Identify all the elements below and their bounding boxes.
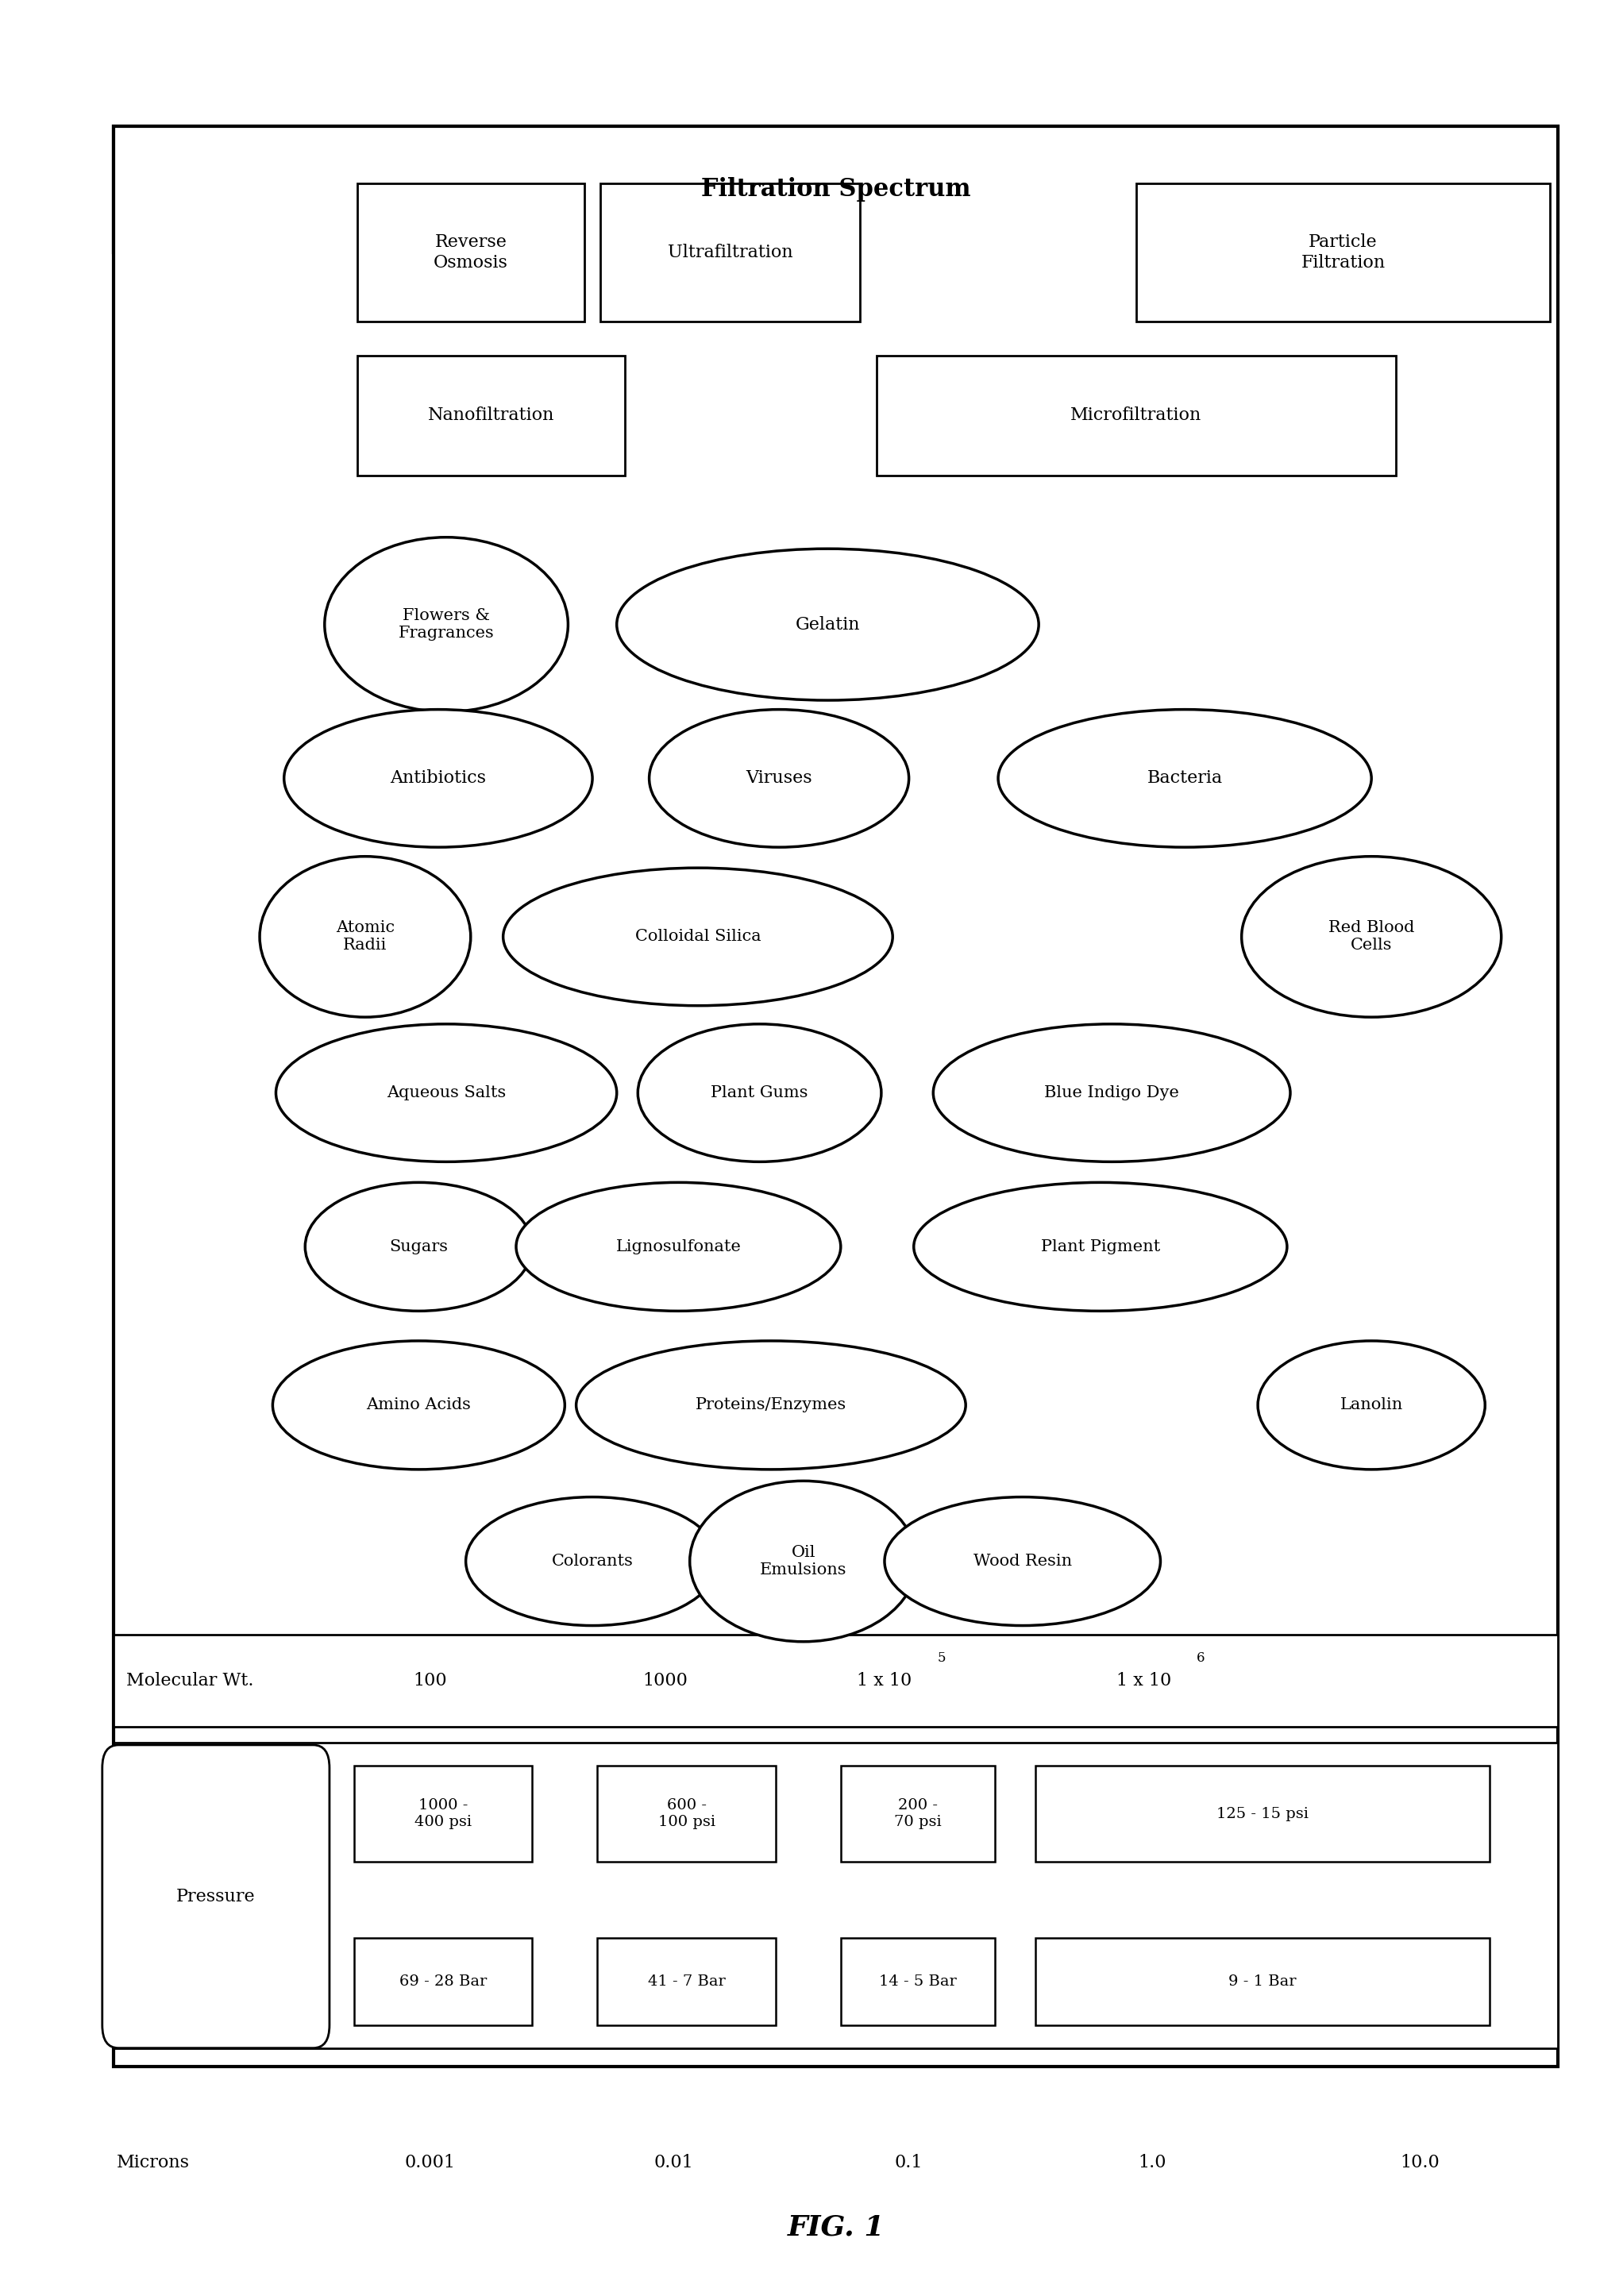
FancyBboxPatch shape: [114, 126, 1558, 2066]
Text: Pressure: Pressure: [177, 1887, 255, 1906]
Text: 1.0: 1.0: [1138, 2154, 1167, 2172]
Ellipse shape: [914, 1182, 1287, 1311]
Ellipse shape: [933, 1024, 1290, 1162]
FancyBboxPatch shape: [114, 1635, 1558, 1727]
Text: 69 - 28 Bar: 69 - 28 Bar: [399, 1975, 487, 1988]
FancyBboxPatch shape: [1035, 1938, 1490, 2025]
Ellipse shape: [284, 709, 592, 847]
Text: 100: 100: [414, 1671, 446, 1690]
FancyBboxPatch shape: [876, 356, 1396, 475]
Text: Microns: Microns: [117, 2154, 190, 2172]
Ellipse shape: [885, 1497, 1160, 1626]
Ellipse shape: [466, 1497, 719, 1626]
Ellipse shape: [276, 1024, 617, 1162]
Text: 1000: 1000: [643, 1671, 688, 1690]
Text: Aqueous Salts: Aqueous Salts: [386, 1086, 506, 1100]
Ellipse shape: [690, 1481, 917, 1642]
Text: 1 x 10: 1 x 10: [1117, 1671, 1172, 1690]
FancyBboxPatch shape: [102, 1745, 329, 2048]
Ellipse shape: [1258, 1341, 1485, 1469]
Text: Flowers &
Fragrances: Flowers & Fragrances: [398, 608, 495, 641]
Text: Atomic
Radii: Atomic Radii: [336, 921, 394, 953]
Text: 0.01: 0.01: [654, 2154, 693, 2172]
Ellipse shape: [516, 1182, 841, 1311]
Ellipse shape: [260, 856, 471, 1017]
FancyBboxPatch shape: [601, 184, 860, 321]
FancyBboxPatch shape: [597, 1938, 776, 2025]
Text: Plant Gums: Plant Gums: [711, 1086, 808, 1100]
Text: Reverse
Osmosis: Reverse Osmosis: [433, 234, 508, 271]
Text: Ultrafiltration: Ultrafiltration: [667, 243, 794, 262]
Text: 10.0: 10.0: [1401, 2154, 1440, 2172]
FancyBboxPatch shape: [597, 1766, 776, 1862]
FancyBboxPatch shape: [1136, 184, 1550, 321]
FancyBboxPatch shape: [1035, 1766, 1490, 1862]
FancyBboxPatch shape: [114, 126, 1558, 253]
Text: 5: 5: [936, 1651, 946, 1665]
Text: 125 - 15 psi: 125 - 15 psi: [1217, 1807, 1308, 1821]
Text: Bacteria: Bacteria: [1147, 769, 1222, 788]
Text: Wood Resin: Wood Resin: [974, 1554, 1071, 1568]
Ellipse shape: [273, 1341, 565, 1469]
Text: Particle
Filtration: Particle Filtration: [1302, 234, 1384, 271]
Text: Blue Indigo Dye: Blue Indigo Dye: [1044, 1086, 1180, 1100]
Ellipse shape: [998, 709, 1371, 847]
Ellipse shape: [325, 537, 568, 712]
FancyBboxPatch shape: [357, 184, 584, 321]
Text: 1000 -
400 psi: 1000 - 400 psi: [414, 1798, 472, 1830]
Ellipse shape: [305, 1182, 532, 1311]
Text: Sugars: Sugars: [390, 1240, 448, 1254]
Ellipse shape: [638, 1024, 881, 1162]
FancyBboxPatch shape: [354, 1766, 532, 1862]
Text: 200 -
70 psi: 200 - 70 psi: [894, 1798, 941, 1830]
Ellipse shape: [617, 549, 1039, 700]
Text: 0.001: 0.001: [404, 2154, 456, 2172]
Text: Microfiltration: Microfiltration: [1071, 406, 1201, 425]
Ellipse shape: [503, 868, 893, 1006]
Text: Nanofiltration: Nanofiltration: [428, 406, 553, 425]
Text: Amino Acids: Amino Acids: [367, 1398, 471, 1412]
Text: Oil
Emulsions: Oil Emulsions: [760, 1545, 847, 1577]
Text: Gelatin: Gelatin: [795, 615, 860, 634]
Ellipse shape: [576, 1341, 966, 1469]
Text: Molecular Wt.: Molecular Wt.: [127, 1671, 255, 1690]
Text: 600 -
100 psi: 600 - 100 psi: [657, 1798, 716, 1830]
Text: 0.1: 0.1: [894, 2154, 923, 2172]
FancyBboxPatch shape: [841, 1766, 995, 1862]
Text: Viruses: Viruses: [747, 769, 812, 788]
Text: Lanolin: Lanolin: [1341, 1398, 1402, 1412]
Text: Red Blood
Cells: Red Blood Cells: [1328, 921, 1415, 953]
Text: Filtration Spectrum: Filtration Spectrum: [701, 177, 971, 202]
Text: 14 - 5 Bar: 14 - 5 Bar: [880, 1975, 956, 1988]
Text: Lignosulfonate: Lignosulfonate: [615, 1240, 742, 1254]
Text: Colorants: Colorants: [552, 1554, 633, 1568]
Ellipse shape: [1242, 856, 1501, 1017]
Text: 9 - 1 Bar: 9 - 1 Bar: [1229, 1975, 1297, 1988]
Text: Plant Pigment: Plant Pigment: [1040, 1240, 1160, 1254]
Text: 41 - 7 Bar: 41 - 7 Bar: [648, 1975, 725, 1988]
Text: Proteins/Enzymes: Proteins/Enzymes: [695, 1398, 847, 1412]
Text: 1 x 10: 1 x 10: [857, 1671, 912, 1690]
Text: FIG. 1: FIG. 1: [787, 2213, 885, 2241]
Text: Antibiotics: Antibiotics: [390, 769, 487, 788]
FancyBboxPatch shape: [114, 1743, 1558, 2048]
FancyBboxPatch shape: [354, 1938, 532, 2025]
FancyBboxPatch shape: [357, 356, 625, 475]
Ellipse shape: [649, 709, 909, 847]
Text: Colloidal Silica: Colloidal Silica: [635, 930, 761, 944]
FancyBboxPatch shape: [841, 1938, 995, 2025]
Text: 6: 6: [1196, 1651, 1206, 1665]
